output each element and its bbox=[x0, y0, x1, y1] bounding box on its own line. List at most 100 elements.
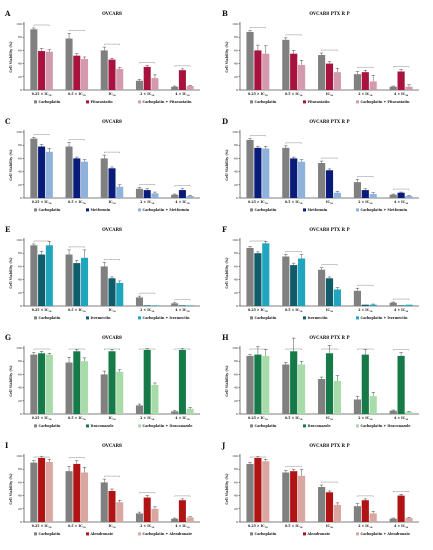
category-label: 0.5 × IC50 bbox=[285, 308, 303, 313]
bar bbox=[325, 492, 334, 522]
y-tick-label: 20 bbox=[234, 399, 238, 403]
significance-bracket bbox=[68, 139, 85, 141]
chart-title: OVCAR8 PTX R P bbox=[309, 227, 350, 232]
bar bbox=[81, 161, 89, 198]
bar bbox=[116, 371, 124, 414]
legend-swatch bbox=[356, 532, 359, 536]
y-tick-label: 40 bbox=[234, 386, 238, 390]
bar bbox=[108, 168, 116, 198]
y-tick-label: 60 bbox=[18, 264, 22, 268]
y-tick-label: 60 bbox=[234, 156, 238, 160]
category-label: 0.5 × IC50 bbox=[285, 524, 303, 529]
bar bbox=[135, 80, 143, 90]
legend-swatch bbox=[250, 208, 253, 212]
category-label: 2 × IC50 bbox=[140, 92, 155, 97]
bar bbox=[108, 351, 116, 414]
category-label: 4 × IC50 bbox=[394, 524, 409, 529]
legend-label: Carboplatin bbox=[255, 424, 277, 428]
category-label: 2 × IC50 bbox=[358, 200, 373, 205]
significance-bracket bbox=[393, 188, 410, 191]
legend-swatch bbox=[34, 316, 37, 320]
bar bbox=[38, 146, 46, 198]
bar bbox=[405, 196, 413, 198]
panel-letter: A bbox=[4, 9, 11, 18]
category-label: IC50 bbox=[108, 308, 116, 313]
bar bbox=[405, 518, 413, 522]
legend-label: Metformin bbox=[91, 208, 111, 212]
legend-swatch bbox=[34, 532, 37, 536]
significance-bracket bbox=[249, 240, 266, 242]
legend-label: Ivermectin bbox=[91, 316, 112, 320]
significance-bracket bbox=[321, 481, 338, 484]
significance-bracket bbox=[174, 495, 191, 497]
bar bbox=[116, 186, 124, 198]
y-tick-label: 40 bbox=[18, 170, 22, 174]
y-tick-label: 40 bbox=[234, 494, 238, 498]
bar bbox=[151, 384, 159, 414]
legend-swatch bbox=[86, 100, 89, 104]
category-label: 4 × IC50 bbox=[175, 92, 190, 97]
bar bbox=[45, 51, 53, 90]
legend-label: Carboplatin + Alendronate bbox=[361, 532, 411, 536]
significance-bracket bbox=[68, 348, 85, 350]
significance-bracket bbox=[174, 185, 191, 187]
bar bbox=[297, 475, 306, 522]
significance-bracket bbox=[357, 348, 374, 350]
legend-label: Carboplatin bbox=[255, 208, 277, 212]
y-tick-label: 20 bbox=[234, 291, 238, 295]
significance-bracket bbox=[249, 135, 266, 137]
y-tick-label: 0 bbox=[236, 412, 238, 416]
y-axis-label: Cell Viability (%) bbox=[225, 149, 229, 181]
bar bbox=[30, 245, 38, 306]
panel-letter: D bbox=[222, 117, 228, 126]
significance-bracket bbox=[139, 492, 156, 494]
y-tick-label: 0 bbox=[20, 196, 22, 200]
y-tick-label: 100 bbox=[16, 238, 22, 242]
y-tick-label: 80 bbox=[234, 143, 238, 147]
chart-title: OVCAR8 PTX R P bbox=[309, 335, 350, 340]
bar bbox=[405, 304, 413, 306]
bar bbox=[116, 68, 124, 90]
bar bbox=[325, 278, 334, 306]
category-label: 4 × IC50 bbox=[394, 200, 409, 205]
significance-bracket bbox=[357, 67, 374, 69]
legend-label: Carboplatin + Pitavastatin bbox=[143, 100, 193, 104]
bar bbox=[290, 351, 298, 414]
legend-swatch bbox=[356, 100, 359, 104]
y-tick-label: 100 bbox=[16, 346, 22, 350]
y-tick-label: 60 bbox=[18, 480, 22, 484]
bar bbox=[325, 170, 334, 198]
y-axis-label: Cell Viability (%) bbox=[225, 473, 229, 505]
y-tick-label: 40 bbox=[234, 278, 238, 282]
y-tick-label: 100 bbox=[232, 130, 238, 134]
category-label: 2 × IC50 bbox=[140, 524, 155, 529]
y-tick-label: 80 bbox=[18, 251, 22, 255]
y-tick-label: 100 bbox=[232, 22, 238, 26]
bar bbox=[282, 364, 290, 414]
bar bbox=[246, 139, 254, 198]
bar bbox=[318, 55, 326, 90]
category-label: 0.25 × IC50 bbox=[32, 416, 52, 421]
legend-swatch bbox=[250, 532, 253, 536]
bar bbox=[397, 192, 405, 198]
bar bbox=[73, 55, 81, 90]
bar bbox=[178, 70, 186, 90]
y-tick-label: 60 bbox=[234, 372, 238, 376]
bar bbox=[290, 471, 298, 522]
bar bbox=[151, 78, 159, 90]
y-tick-label: 100 bbox=[16, 22, 22, 26]
bar bbox=[353, 182, 362, 198]
y-tick-label: 80 bbox=[234, 467, 238, 471]
bar bbox=[65, 146, 73, 198]
bar bbox=[116, 502, 124, 522]
bar bbox=[369, 513, 377, 522]
y-tick-label: 100 bbox=[16, 130, 22, 134]
chart-title: OVCAR8 PTX R P bbox=[309, 11, 350, 16]
bar bbox=[65, 471, 73, 522]
y-tick-label: 20 bbox=[234, 75, 238, 79]
y-axis-label: Cell Viability (%) bbox=[9, 41, 13, 73]
category-label: 0.5 × IC50 bbox=[68, 524, 86, 529]
category-label: 0.5 × IC50 bbox=[285, 92, 303, 97]
bar bbox=[318, 379, 326, 414]
